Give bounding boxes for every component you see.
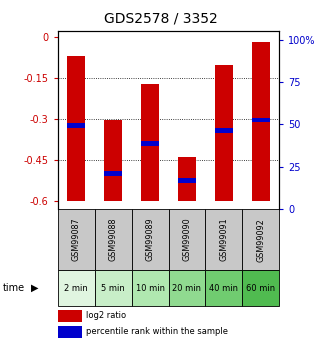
Bar [67, 123, 85, 128]
Bar [205, 270, 242, 306]
Text: GSM99090: GSM99090 [182, 218, 192, 262]
Text: time: time [3, 283, 25, 293]
Bar [252, 42, 270, 201]
Text: 60 min: 60 min [246, 284, 275, 293]
Bar [242, 270, 279, 306]
Bar [58, 309, 82, 322]
Bar [104, 120, 122, 201]
Text: percentile rank within the sample: percentile rank within the sample [86, 327, 228, 336]
Bar [169, 209, 205, 270]
Text: 10 min: 10 min [135, 284, 165, 293]
Bar [95, 270, 132, 306]
Text: 20 min: 20 min [172, 284, 202, 293]
Bar [67, 56, 85, 201]
Bar [141, 85, 159, 201]
Text: log2 ratio: log2 ratio [86, 312, 126, 321]
Text: GSM99091: GSM99091 [219, 218, 229, 262]
Bar [58, 326, 82, 338]
Bar [178, 178, 196, 183]
Text: GSM99092: GSM99092 [256, 218, 265, 262]
Bar [132, 270, 169, 306]
Bar [178, 157, 196, 201]
Bar [58, 270, 95, 306]
Bar [95, 209, 132, 270]
Text: 5 min: 5 min [101, 284, 125, 293]
Text: GSM99088: GSM99088 [108, 218, 118, 262]
Bar [104, 171, 122, 176]
Text: GDS2578 / 3352: GDS2578 / 3352 [104, 12, 217, 26]
Bar [252, 118, 270, 122]
Text: GSM99087: GSM99087 [72, 218, 81, 262]
Bar [132, 209, 169, 270]
Bar [141, 141, 159, 146]
Bar [242, 209, 279, 270]
Bar [215, 65, 233, 201]
Text: GSM99089: GSM99089 [145, 218, 155, 262]
Bar [58, 209, 95, 270]
Bar [205, 209, 242, 270]
Text: 2 min: 2 min [65, 284, 88, 293]
Text: ▶: ▶ [30, 283, 38, 293]
Bar [169, 270, 205, 306]
Text: 40 min: 40 min [209, 284, 239, 293]
Bar [215, 128, 233, 134]
